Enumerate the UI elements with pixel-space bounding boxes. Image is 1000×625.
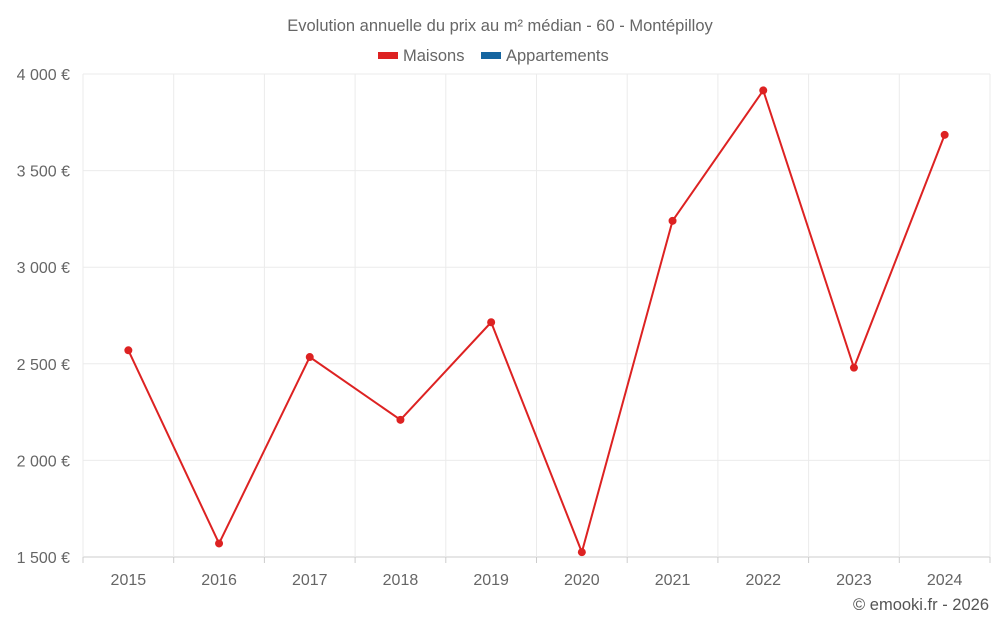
grid <box>82 73 991 558</box>
data-point <box>940 130 949 139</box>
y-tick-label: 2 500 € <box>17 357 70 374</box>
data-point <box>577 548 586 557</box>
y-tick-label: 3 000 € <box>17 260 70 277</box>
series-line-maisons <box>127 88 946 556</box>
y-tick-label: 4 000 € <box>17 67 70 84</box>
data-point <box>215 539 224 548</box>
legend-swatch-appartements <box>481 52 501 59</box>
x-tick-label: 2019 <box>473 572 509 589</box>
x-tick-label: 2018 <box>383 572 419 589</box>
data-point <box>849 363 858 372</box>
data-point <box>668 216 677 225</box>
credit-text: © emooki.fr - 2026 <box>853 596 989 614</box>
x-tick-label: 2024 <box>927 572 963 589</box>
data-point <box>124 346 133 355</box>
x-axis: 2015 2016 2017 2018 2019 2020 2021 2022 2023 2024 <box>82 557 991 589</box>
series-maisons <box>124 86 949 557</box>
x-tick-label: 2021 <box>655 572 691 589</box>
x-tick-label: 2016 <box>201 572 237 589</box>
legend-label-maisons: Maisons <box>403 47 464 65</box>
data-point <box>396 415 405 424</box>
x-tick-label: 2015 <box>111 572 147 589</box>
x-tick-label: 2017 <box>292 572 328 589</box>
data-point <box>487 318 496 327</box>
legend-swatch-maisons <box>378 52 398 59</box>
data-point <box>759 86 768 95</box>
legend: Maisons Appartements <box>378 47 609 65</box>
y-axis: 1 500 € 2 000 € 2 500 € 3 000 € 3 500 € 4 000… <box>17 67 70 567</box>
x-tick-label: 2022 <box>745 572 781 589</box>
data-point <box>305 353 314 362</box>
x-tick-label: 2023 <box>836 572 872 589</box>
legend-label-appartements: Appartements <box>506 47 609 65</box>
y-tick-label: 1 500 € <box>17 550 70 567</box>
y-tick-label: 2 000 € <box>17 453 70 470</box>
x-tick-label: 2020 <box>564 572 600 589</box>
y-tick-label: 3 500 € <box>17 164 70 181</box>
chart-title: Evolution annuelle du prix au m² médian … <box>287 17 713 35</box>
